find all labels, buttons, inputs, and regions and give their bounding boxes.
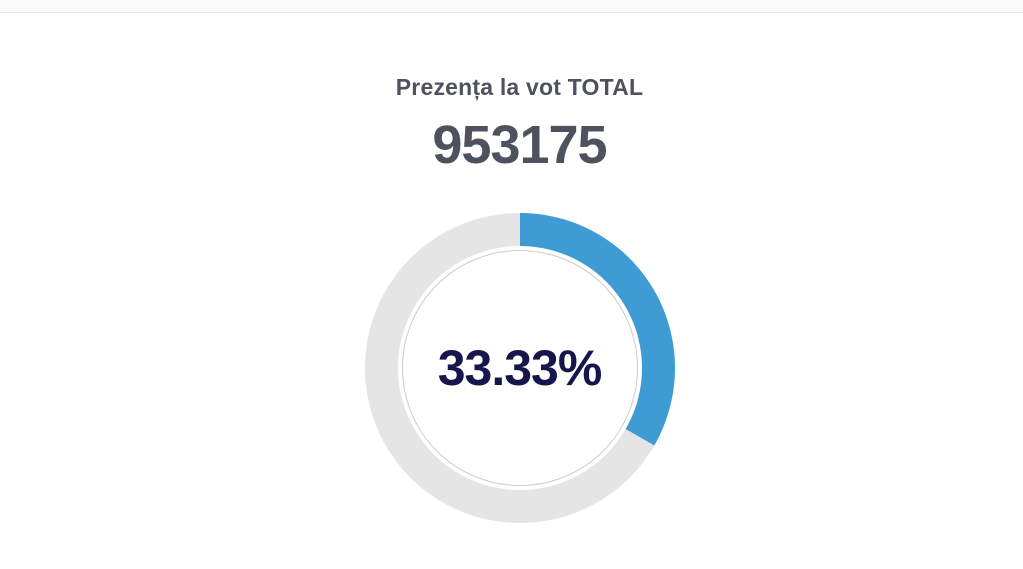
donut-inner-circle: 33.33% — [401, 250, 638, 486]
turnout-widget: Prezența la vot TOTAL 953175 33.33% — [8, 0, 1023, 569]
donut-chart[interactable]: 33.33% — [364, 213, 675, 523]
widget-title: Prezența la vot TOTAL — [395, 74, 644, 100]
top-divider — [0, 0, 1023, 13]
turnout-percentage-label: 33.33% — [437, 340, 603, 396]
total-votes-value: 953175 — [432, 115, 607, 175]
